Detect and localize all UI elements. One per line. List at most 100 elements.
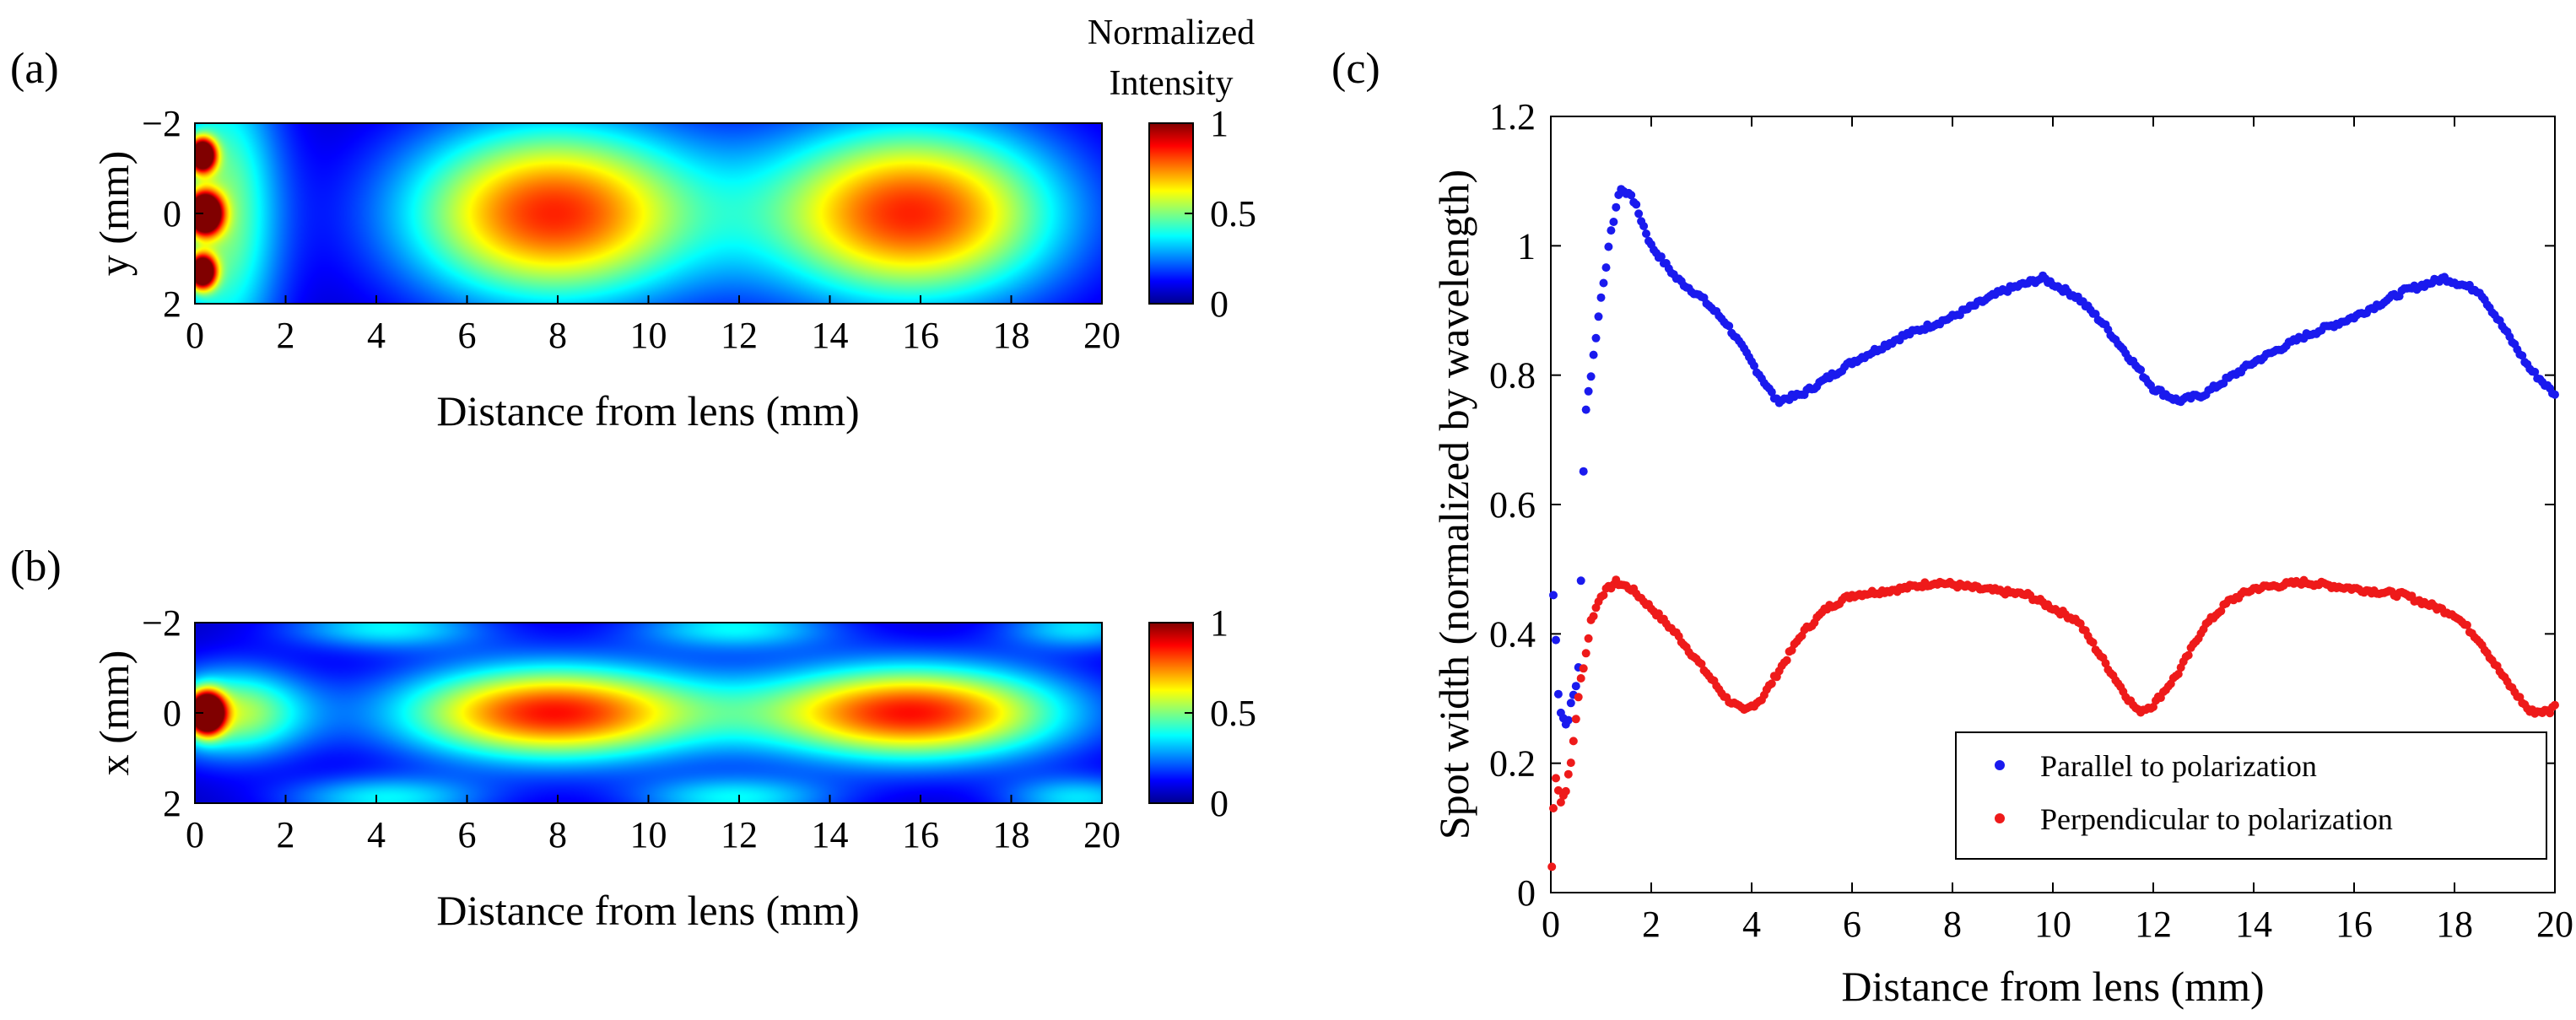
x-tick-label: 4 — [367, 315, 386, 356]
data-point — [1589, 350, 1598, 359]
x-tick-label: 20 — [1083, 814, 1121, 855]
data-point — [1607, 226, 1616, 235]
data-point — [1576, 576, 1585, 586]
data-point — [1563, 769, 1573, 779]
y-tick-label: 0.4 — [1489, 613, 1536, 655]
x-tick-label: 2 — [277, 814, 295, 855]
scatter-ylabel: Spot width (normalized by wavelength) — [1430, 170, 1477, 839]
data-point — [2149, 703, 2157, 711]
data-point — [1584, 634, 1593, 643]
x-tick-label: 6 — [1843, 904, 1861, 945]
colorbar-tick-label: 0.5 — [1210, 693, 1256, 734]
data-point — [1609, 218, 1618, 226]
x-tick-label: 8 — [548, 814, 567, 855]
x-tick-label: 2 — [277, 315, 295, 356]
y-tick-label: 0 — [163, 693, 181, 734]
data-point — [1601, 263, 1611, 273]
x-tick-label: 2 — [1642, 904, 1661, 945]
data-point — [1782, 656, 1791, 665]
x-tick-label: 16 — [902, 814, 939, 855]
y-tick-label: 1.2 — [1489, 96, 1536, 138]
data-point — [1767, 679, 1776, 688]
data-point — [1586, 372, 1596, 381]
colorbar-tick-label: 0.5 — [1210, 193, 1256, 235]
x-tick-label: 0 — [186, 315, 204, 356]
y-tick-label: 0.6 — [1489, 484, 1536, 526]
data-point — [1563, 715, 1573, 725]
panel-a-letter: (a) — [10, 45, 59, 93]
panel-b-letter: (b) — [10, 542, 62, 591]
legend-label-perpendicular: Perpendicular to polarization — [2040, 802, 2393, 836]
panel-c-letter: (c) — [1331, 45, 1380, 93]
data-point — [1589, 612, 1598, 621]
data-point — [1584, 386, 1593, 396]
y-tick-label: −2 — [142, 103, 181, 144]
data-point — [2101, 659, 2110, 668]
data-point — [2551, 700, 2559, 710]
data-point — [2174, 670, 2183, 678]
data-point — [1574, 693, 1583, 702]
x-tick-label: 18 — [993, 814, 1030, 855]
data-point — [1634, 209, 1644, 219]
data-point — [1569, 737, 1578, 746]
x-tick-label: 0 — [186, 814, 204, 855]
panel-c: (c) 0 2 4 6 8 10 12 14 16 18 20 0 0.2 0.4 0.6 0.8 1 1.2 D… — [1331, 45, 2573, 1010]
y-tick-label: 1 — [1517, 225, 1536, 267]
data-point — [1561, 786, 1570, 796]
series-perpendicular — [1547, 575, 2559, 872]
x-tick-label: 18 — [993, 315, 1030, 356]
data-point — [1576, 674, 1585, 683]
data-point — [1553, 785, 1563, 795]
data-point — [1556, 798, 1565, 807]
x-tick-label: 4 — [1742, 904, 1761, 945]
legend-marker-perpendicular — [1995, 813, 2005, 823]
colorbar-tick-label: 0 — [1210, 783, 1229, 824]
data-point — [1697, 659, 1706, 668]
data-point — [1579, 467, 1588, 476]
heatmap-b-canvas — [195, 623, 1102, 803]
heatmap-a-axes: 0 2 4 6 8 10 12 14 16 18 20−202 — [142, 103, 1121, 356]
colorbar-b-ticks: 00.51 — [1185, 602, 1256, 824]
x-tick-label: 14 — [812, 814, 849, 855]
scatter-axes: 0 2 4 6 8 10 12 14 16 18 20 0 0.2 0.4 0.6 0.8 1 1.2 — [1489, 96, 2573, 945]
heatmap-a-ylabel: y (mm) — [90, 151, 138, 277]
data-point — [2088, 638, 2098, 647]
x-tick-label: 6 — [458, 814, 477, 855]
x-tick-label: 20 — [2536, 904, 2573, 945]
panel-b-heatmap — [194, 622, 1103, 804]
data-point — [1547, 862, 1557, 872]
data-point — [2136, 365, 2146, 375]
x-tick-label: 8 — [548, 315, 567, 356]
x-tick-label: 20 — [1083, 315, 1121, 356]
y-tick-label: 0.2 — [1489, 743, 1536, 785]
y-tick-label: 2 — [163, 283, 181, 325]
data-point — [1599, 591, 1608, 600]
data-point — [2184, 650, 2193, 660]
data-point — [2462, 620, 2471, 629]
data-point — [1579, 664, 1588, 673]
x-tick-label: 12 — [721, 315, 758, 356]
y-tick-label: 0 — [1517, 872, 1536, 914]
series-parallel — [1549, 185, 2559, 729]
y-tick-label: 2 — [163, 783, 181, 824]
colorbar-tick-label: 0 — [1210, 283, 1229, 325]
colorbar-tick-label: 1 — [1210, 602, 1229, 644]
x-tick-label: 16 — [2336, 904, 2373, 945]
data-point — [1581, 649, 1590, 658]
y-tick-label: 0 — [163, 193, 181, 235]
data-point — [1566, 699, 1575, 708]
x-tick-label: 10 — [2034, 904, 2071, 945]
legend-marker-parallel — [1995, 760, 2005, 770]
data-point — [1552, 774, 1560, 783]
x-tick-label: 10 — [630, 315, 667, 356]
panel-b: (b) 0 2 4 6 8 10 12 14 16 18 20−202 Distance from … — [10, 542, 1256, 934]
colorbar-tick-label: 1 — [1210, 103, 1229, 144]
x-tick-label: 14 — [2235, 904, 2272, 945]
x-tick-label: 10 — [630, 814, 667, 855]
data-point — [1642, 229, 1650, 238]
colorbar-title-line1: Normalized — [1088, 13, 1255, 52]
panel-a-heatmap — [194, 122, 1103, 305]
data-point — [2217, 607, 2226, 616]
data-point — [2530, 367, 2540, 376]
